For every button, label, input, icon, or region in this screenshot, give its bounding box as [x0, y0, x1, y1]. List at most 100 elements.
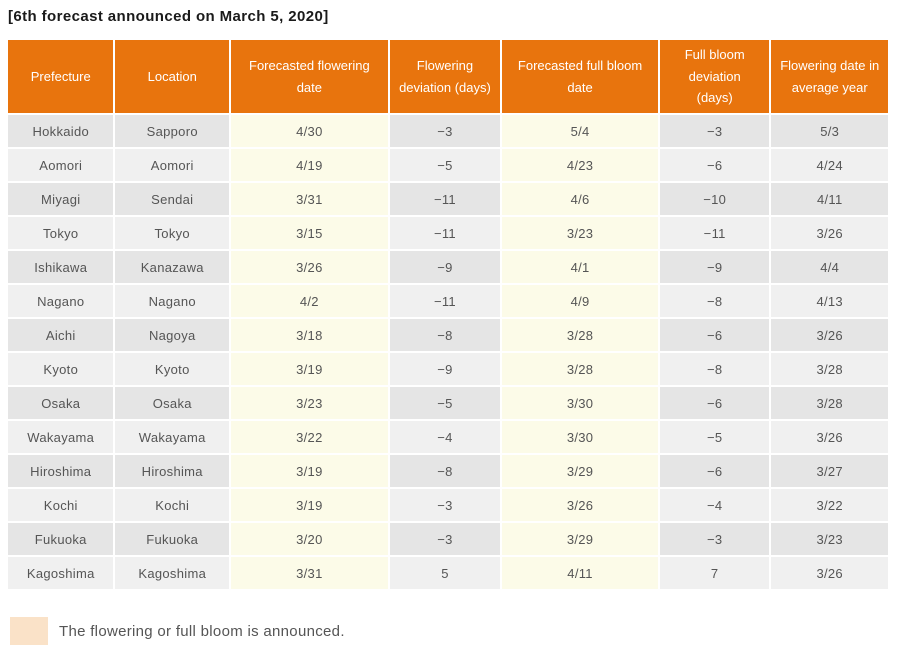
cell-flowering-deviation: −5 [389, 149, 501, 181]
cell-flowering-date-average-year: 3/27 [771, 455, 888, 487]
table-row: Kyoto Kyoto 3/19 −9 3/28 −8 3/28 [8, 353, 888, 385]
cell-full-bloom-deviation: −9 [659, 251, 770, 283]
legend-label: The flowering or full bloom is announced… [59, 622, 345, 640]
table-row: Ishikawa Kanazawa 3/26 −9 4/1 −9 4/4 [8, 251, 888, 283]
cell-flowering-date-average-year: 3/28 [771, 353, 888, 385]
table-row: Nagano Nagano 4/2 −11 4/9 −8 4/13 [8, 285, 888, 317]
cell-location: Kanazawa [115, 251, 229, 283]
cell-prefecture: Nagano [8, 285, 114, 317]
cell-full-bloom-deviation: −5 [659, 421, 770, 453]
cell-forecasted-full-bloom-date: 4/6 [502, 183, 658, 215]
cell-forecasted-full-bloom-date: 3/29 [502, 455, 658, 487]
column-header-flowering-date-average-year: Flowering date in average year [771, 40, 888, 113]
cell-location: Sendai [115, 183, 229, 215]
cell-flowering-date-average-year: 5/3 [771, 115, 888, 147]
cell-full-bloom-deviation: −8 [659, 353, 770, 385]
cell-full-bloom-deviation: −8 [659, 285, 770, 317]
cell-forecasted-full-bloom-date: 3/23 [502, 217, 658, 249]
cell-prefecture: Kyoto [8, 353, 114, 385]
cell-forecasted-flowering-date: 3/22 [231, 421, 388, 453]
cell-forecasted-flowering-date: 4/2 [231, 285, 388, 317]
cell-location: Nagano [115, 285, 229, 317]
cell-flowering-date-average-year: 4/13 [771, 285, 888, 317]
cell-flowering-date-average-year: 3/26 [771, 557, 888, 589]
cell-flowering-date-average-year: 3/28 [771, 387, 888, 419]
cell-forecasted-full-bloom-date: 4/23 [502, 149, 658, 181]
cell-location: Kochi [115, 489, 229, 521]
cell-flowering-date-average-year: 4/11 [771, 183, 888, 215]
cell-prefecture: Miyagi [8, 183, 114, 215]
cell-full-bloom-deviation: −10 [659, 183, 770, 215]
cell-prefecture: Aomori [8, 149, 114, 181]
cell-forecasted-flowering-date: 4/19 [231, 149, 388, 181]
cell-forecasted-full-bloom-date: 3/28 [502, 353, 658, 385]
cell-location: Kagoshima [115, 557, 229, 589]
cell-full-bloom-deviation: −6 [659, 149, 770, 181]
cell-forecasted-flowering-date: 3/23 [231, 387, 388, 419]
cell-flowering-date-average-year: 3/26 [771, 319, 888, 351]
cell-flowering-date-average-year: 3/26 [771, 421, 888, 453]
cell-prefecture: Wakayama [8, 421, 114, 453]
column-header-forecasted-full-bloom-date: Forecasted full bloom date [502, 40, 658, 113]
cell-flowering-deviation: −8 [389, 455, 501, 487]
cell-flowering-date-average-year: 3/23 [771, 523, 888, 555]
cell-flowering-deviation: −11 [389, 183, 501, 215]
cell-forecasted-full-bloom-date: 3/30 [502, 421, 658, 453]
cell-prefecture: Aichi [8, 319, 114, 351]
cell-full-bloom-deviation: −3 [659, 523, 770, 555]
column-header-forecasted-flowering-date: Forecasted flowering date [231, 40, 388, 113]
column-header-location: Location [115, 40, 229, 113]
cell-flowering-deviation: −11 [389, 285, 501, 317]
cell-prefecture: Hokkaido [8, 115, 114, 147]
cell-full-bloom-deviation: −6 [659, 319, 770, 351]
cell-location: Kyoto [115, 353, 229, 385]
cell-flowering-date-average-year: 3/26 [771, 217, 888, 249]
cell-prefecture: Kagoshima [8, 557, 114, 589]
column-header-full-bloom-deviation: Full bloom deviation (days) [659, 40, 770, 113]
cell-forecasted-flowering-date: 3/20 [231, 523, 388, 555]
cell-prefecture: Ishikawa [8, 251, 114, 283]
cell-flowering-deviation: −11 [389, 217, 501, 249]
column-header-prefecture: Prefecture [8, 40, 114, 113]
cell-prefecture: Hiroshima [8, 455, 114, 487]
forecast-table: Prefecture Location Forecasted flowering d… [6, 38, 890, 591]
table-row: Aichi Nagoya 3/18 −8 3/28 −6 3/26 [8, 319, 888, 351]
cell-flowering-deviation: −3 [389, 489, 501, 521]
table-row: Kochi Kochi 3/19 −3 3/26 −4 3/22 [8, 489, 888, 521]
cell-forecasted-full-bloom-date: 3/29 [502, 523, 658, 555]
cell-flowering-deviation: 5 [389, 557, 501, 589]
cell-forecasted-full-bloom-date: 4/11 [502, 557, 658, 589]
cell-full-bloom-deviation: −11 [659, 217, 770, 249]
cell-flowering-deviation: −3 [389, 115, 501, 147]
table-row: Tokyo Tokyo 3/15 −11 3/23 −11 3/26 [8, 217, 888, 249]
cell-prefecture: Tokyo [8, 217, 114, 249]
cell-location: Wakayama [115, 421, 229, 453]
page-title: [6th forecast announced on March 5, 2020… [8, 8, 329, 25]
cell-location: Tokyo [115, 217, 229, 249]
cell-forecasted-full-bloom-date: 3/30 [502, 387, 658, 419]
table-row: Osaka Osaka 3/23 −5 3/30 −6 3/28 [8, 387, 888, 419]
table-row: Hokkaido Sapporo 4/30 −3 5/4 −3 5/3 [8, 115, 888, 147]
cell-flowering-date-average-year: 4/24 [771, 149, 888, 181]
cell-prefecture: Fukuoka [8, 523, 114, 555]
table-row: Aomori Aomori 4/19 −5 4/23 −6 4/24 [8, 149, 888, 181]
cell-flowering-deviation: −8 [389, 319, 501, 351]
cell-flowering-deviation: −9 [389, 251, 501, 283]
cell-flowering-deviation: −9 [389, 353, 501, 385]
cell-full-bloom-deviation: 7 [659, 557, 770, 589]
legend-swatch [10, 617, 48, 645]
cell-forecasted-flowering-date: 3/18 [231, 319, 388, 351]
table-row: Kagoshima Kagoshima 3/31 5 4/11 7 3/26 [8, 557, 888, 589]
legend: The flowering or full bloom is announced… [10, 617, 892, 645]
cell-forecasted-full-bloom-date: 5/4 [502, 115, 658, 147]
cell-flowering-deviation: −4 [389, 421, 501, 453]
cell-forecasted-flowering-date: 3/26 [231, 251, 388, 283]
cell-flowering-deviation: −3 [389, 523, 501, 555]
cell-location: Sapporo [115, 115, 229, 147]
cell-forecasted-full-bloom-date: 4/1 [502, 251, 658, 283]
cell-full-bloom-deviation: −3 [659, 115, 770, 147]
cell-full-bloom-deviation: −6 [659, 455, 770, 487]
cell-forecasted-flowering-date: 3/19 [231, 353, 388, 385]
cell-location: Hiroshima [115, 455, 229, 487]
cell-flowering-date-average-year: 4/4 [771, 251, 888, 283]
